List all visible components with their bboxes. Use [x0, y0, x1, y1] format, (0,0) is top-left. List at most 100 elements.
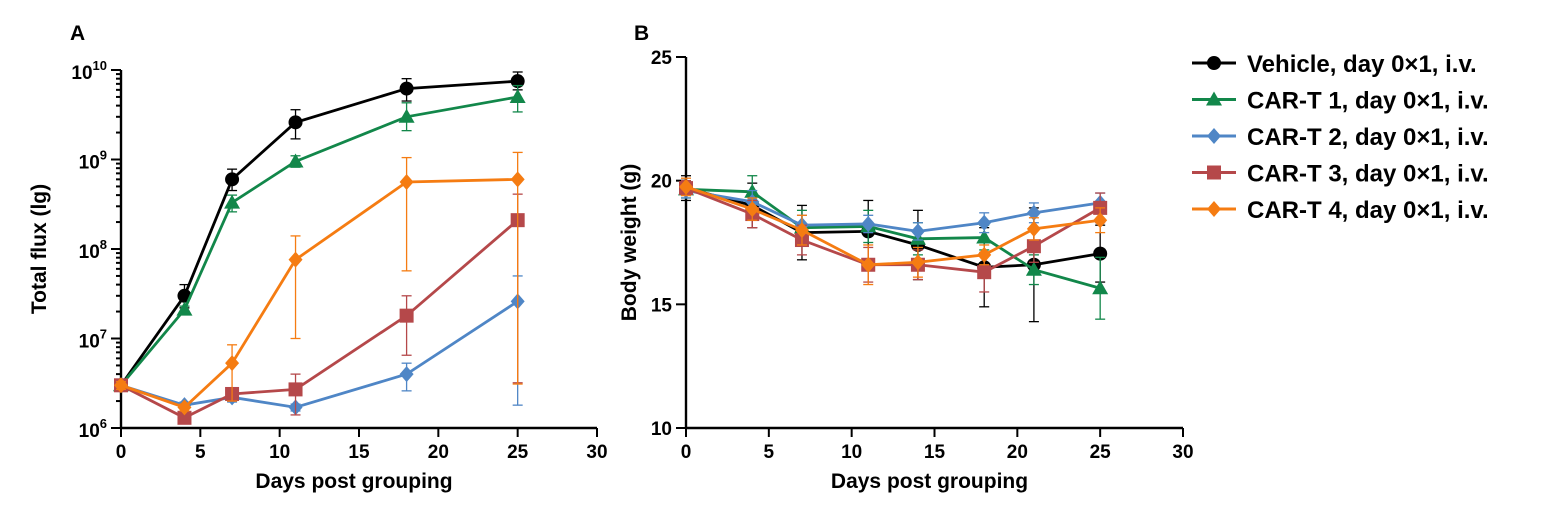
- data-point: [176, 301, 193, 316]
- data-point: [510, 74, 525, 89]
- legend-marker: [1207, 165, 1221, 180]
- data-point: [177, 399, 192, 416]
- legend-label: CAR-T 2, day 0×1, i.v.: [1247, 124, 1489, 151]
- series-4: [114, 151, 525, 416]
- y-axis-title: Total flux (lg): [28, 184, 51, 314]
- data-point: [509, 88, 526, 103]
- x-tick-label: 10: [269, 442, 290, 463]
- panel-label: A: [70, 22, 85, 45]
- series-0: [114, 71, 525, 393]
- series-line: [120, 300, 519, 409]
- series-line: [685, 189, 1101, 233]
- y-tick-label: 108: [79, 237, 107, 263]
- series-line: [685, 185, 1101, 267]
- data-point: [861, 256, 876, 273]
- y-tick-base: 10: [79, 153, 100, 174]
- series-1: [113, 84, 526, 392]
- data-point: [1025, 261, 1042, 276]
- data-point: [1092, 280, 1109, 295]
- series-line: [119, 79, 518, 387]
- y-tick-base: 10: [79, 421, 100, 442]
- data-point: [398, 108, 415, 123]
- x-tick-label: 30: [586, 442, 607, 463]
- data-point: [287, 153, 304, 168]
- x-tick-label: 15: [348, 442, 370, 463]
- data-point: [977, 246, 992, 263]
- legend-label: CAR-T 1, day 0×1, i.v.: [1247, 88, 1489, 115]
- data-point: [510, 171, 525, 188]
- series-line: [120, 219, 519, 420]
- data-point: [910, 223, 925, 240]
- y-tick-exponent: 10: [93, 58, 107, 73]
- series-1: [678, 175, 1109, 320]
- series-line: [685, 187, 1101, 290]
- x-tick-label: 5: [195, 442, 206, 463]
- data-point: [177, 410, 192, 425]
- legend-marker: [1206, 91, 1222, 106]
- data-point: [794, 222, 809, 239]
- y-tick-exponent: 9: [100, 148, 107, 163]
- x-tick-label: 10: [841, 442, 862, 463]
- legend-item: CAR-T 3, day 0×1, i.v.: [1192, 161, 1489, 188]
- x-tick-label: 25: [1090, 442, 1112, 463]
- legend-label: CAR-T 3, day 0×1, i.v.: [1247, 161, 1489, 188]
- y-tick-exponent: 6: [100, 416, 107, 431]
- data-point: [288, 382, 303, 397]
- x-tick-label: 0: [116, 442, 127, 463]
- series-3: [679, 180, 1108, 293]
- legend-item: CAR-T 1, day 0×1, i.v.: [1192, 88, 1489, 115]
- data-point: [977, 265, 992, 280]
- data-point: [861, 215, 876, 232]
- data-point: [225, 172, 240, 187]
- x-tick-label: 0: [681, 442, 692, 463]
- data-point: [399, 81, 414, 96]
- y-tick-label: 20: [651, 172, 672, 193]
- series-0: [679, 175, 1108, 323]
- panel-label: B: [634, 22, 649, 45]
- legend-marker: [1207, 201, 1221, 217]
- data-point: [399, 308, 414, 323]
- y-tick-label: 107: [79, 327, 107, 353]
- legend-item: CAR-T 2, day 0×1, i.v.: [1192, 124, 1489, 151]
- y-tick-base: 10: [71, 63, 92, 84]
- data-point: [224, 194, 241, 209]
- data-point: [679, 178, 693, 195]
- series-4: [679, 177, 1108, 286]
- x-tick-label: 25: [507, 442, 529, 463]
- y-tick-label: 109: [79, 148, 107, 174]
- y-tick-base: 10: [79, 242, 100, 263]
- y-tick-base: 10: [79, 332, 100, 353]
- legend: Vehicle, day 0×1, i.v. CAR-T 1, day 0×1, …: [1192, 51, 1489, 224]
- data-point: [1093, 212, 1108, 229]
- x-tick-label: 15: [924, 442, 946, 463]
- x-tick-label: 30: [1172, 442, 1193, 463]
- legend-item: CAR-T 4, day 0×1, i.v.: [1192, 197, 1489, 224]
- y-tick-exponent: 7: [100, 327, 107, 342]
- data-point: [399, 366, 414, 383]
- legend-label: Vehicle, day 0×1, i.v.: [1247, 51, 1477, 78]
- panel-b: B 0 5 10 15 20 25 30 10 15 20 25 Days post grouping B…: [618, 22, 1194, 493]
- data-point: [745, 201, 760, 218]
- legend-item: Vehicle, day 0×1, i.v.: [1192, 51, 1477, 78]
- series-2: [114, 275, 525, 416]
- legend-marker: [1207, 56, 1221, 70]
- legend-label: CAR-T 4, day 0×1, i.v.: [1247, 197, 1489, 224]
- data-point: [1026, 204, 1041, 221]
- data-point: [1026, 220, 1041, 237]
- y-tick-label: 25: [651, 48, 673, 69]
- data-point: [225, 355, 240, 372]
- data-point: [288, 251, 303, 268]
- x-tick-label: 5: [764, 442, 775, 463]
- data-point: [1026, 239, 1041, 254]
- y-tick-label: 10: [651, 419, 672, 440]
- x-axis-title: Days post grouping: [831, 470, 1028, 493]
- x-tick-label: 20: [1007, 442, 1028, 463]
- y-tick-label: 15: [651, 295, 673, 316]
- data-point: [910, 254, 925, 271]
- data-point: [977, 214, 992, 231]
- data-point: [976, 229, 993, 244]
- series-line: [120, 177, 518, 409]
- x-tick-label: 20: [428, 442, 449, 463]
